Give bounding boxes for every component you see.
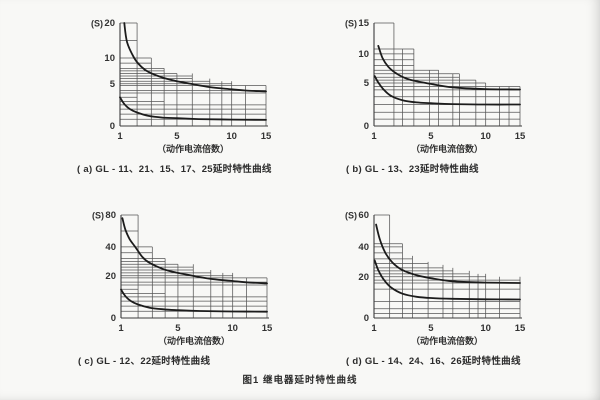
svg-text:(S): (S) bbox=[91, 19, 103, 29]
svg-text:（动作电流倍数）: （动作电流倍数） bbox=[411, 143, 483, 154]
svg-text:80: 80 bbox=[105, 210, 116, 221]
chart-c-caption: ( c) GL - 12、22延时特性曲线 bbox=[78, 356, 211, 367]
chart-d-caption: ( d) GL - 14、24、16、26延时特性曲线 bbox=[346, 356, 521, 367]
svg-text:5: 5 bbox=[364, 78, 370, 89]
svg-text:10: 10 bbox=[480, 131, 491, 142]
svg-text:20: 20 bbox=[104, 18, 115, 29]
chart-c-canvas: 0 20 40 80 (S) 1 5 10 15 （动作电流倍数） bbox=[85, 205, 297, 347]
chart-a-caption: ( a) GL - 11、21、15、17、25延时特性曲线 bbox=[77, 164, 272, 175]
figure-title: 图1 继电器延时特性曲线 bbox=[242, 375, 358, 386]
svg-text:1: 1 bbox=[118, 323, 124, 334]
svg-text:10: 10 bbox=[104, 53, 115, 64]
svg-text:20: 20 bbox=[358, 272, 369, 283]
svg-text:0: 0 bbox=[110, 121, 115, 132]
svg-text:（动作电流倍数）: （动作电流倍数） bbox=[158, 335, 230, 346]
chart-a: 0 5 10 20 (S) 1 5 10 15 （动作电流倍数） ( a) GL - 11、21、… bbox=[77, 13, 296, 175]
svg-text:1: 1 bbox=[371, 131, 377, 142]
svg-text:5: 5 bbox=[175, 323, 181, 334]
chart-b-caption: ( b) GL - 13、23延时特性曲线 bbox=[346, 164, 479, 175]
svg-text:60: 60 bbox=[358, 210, 369, 221]
svg-text:5: 5 bbox=[428, 131, 434, 142]
svg-text:(S): (S) bbox=[345, 211, 357, 221]
svg-text:20: 20 bbox=[105, 271, 116, 282]
svg-text:40: 40 bbox=[358, 242, 369, 253]
svg-text:1: 1 bbox=[371, 323, 377, 334]
svg-text:（动作电流倍数）: （动作电流倍数） bbox=[157, 143, 229, 154]
svg-text:(S): (S) bbox=[92, 211, 104, 221]
svg-text:10: 10 bbox=[226, 131, 237, 142]
svg-text:10: 10 bbox=[480, 323, 491, 334]
svg-text:0: 0 bbox=[364, 313, 369, 324]
svg-text:10: 10 bbox=[358, 49, 369, 60]
svg-text:40: 40 bbox=[105, 242, 116, 253]
svg-text:（动作电流倍数）: （动作电流倍数） bbox=[411, 335, 483, 346]
svg-text:5: 5 bbox=[174, 131, 180, 142]
chart-b: 0 5 10 15 (S) 1 5 10 15 （动作电流倍数） ( b) GL - 13、23延… bbox=[338, 13, 550, 175]
svg-text:15: 15 bbox=[515, 323, 526, 334]
svg-text:15: 15 bbox=[358, 18, 369, 29]
svg-text:15: 15 bbox=[261, 131, 272, 142]
svg-text:10: 10 bbox=[227, 323, 238, 334]
chart-d-canvas: 0 20 40 60 (S) 1 5 10 15 （动作电流倍数） bbox=[338, 205, 550, 347]
svg-text:1: 1 bbox=[117, 131, 123, 142]
svg-text:5: 5 bbox=[428, 323, 434, 334]
svg-text:15: 15 bbox=[262, 323, 273, 334]
svg-text:(S): (S) bbox=[345, 19, 357, 29]
svg-text:0: 0 bbox=[111, 313, 116, 324]
svg-text:0: 0 bbox=[364, 121, 369, 132]
chart-a-canvas: 0 5 10 20 (S) 1 5 10 15 （动作电流倍数） bbox=[84, 13, 296, 155]
chart-d: 0 20 40 60 (S) 1 5 10 15 （动作电流倍数） ( d) GL - 14、24… bbox=[338, 205, 550, 367]
svg-text:5: 5 bbox=[110, 79, 116, 90]
chart-c: 0 20 40 80 (S) 1 5 10 15 （动作电流倍数） ( c) GL - 12、22… bbox=[78, 205, 297, 367]
svg-text:15: 15 bbox=[515, 131, 526, 142]
chart-b-canvas: 0 5 10 15 (S) 1 5 10 15 （动作电流倍数） bbox=[338, 13, 550, 155]
